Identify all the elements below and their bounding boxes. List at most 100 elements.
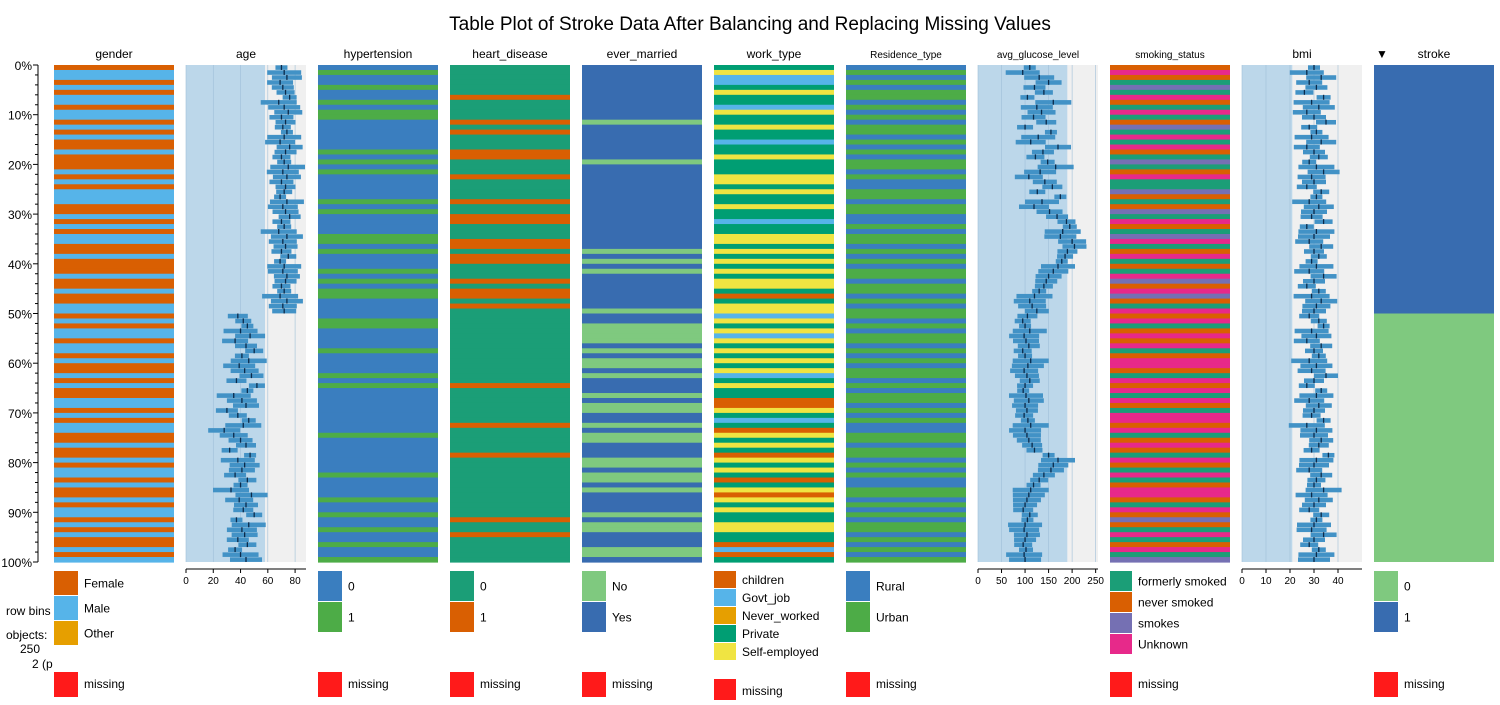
bin-smoking_status — [1110, 69, 1230, 76]
bin-work_type — [714, 278, 834, 285]
bin-Residence_type — [846, 258, 966, 265]
numeric-bg-light-bmi — [1292, 65, 1362, 562]
missing-label-smoking_status: missing — [1138, 677, 1179, 691]
bin-work_type — [714, 124, 834, 131]
bin-smoking_status — [1110, 79, 1230, 86]
bin-Residence_type — [846, 194, 966, 200]
bin-smoking_status — [1110, 189, 1230, 195]
bin-Residence_type — [846, 328, 966, 334]
bin-Residence_type — [846, 214, 966, 220]
bin-smoking_status — [1110, 154, 1230, 161]
bin-smoking_status — [1110, 214, 1230, 220]
bin-smoking_status — [1110, 179, 1230, 185]
legend-label-smoking_status: smokes — [1138, 617, 1179, 631]
bin-work_type — [714, 397, 834, 404]
bin-heart_disease — [450, 412, 570, 419]
bin-hypertension — [318, 79, 438, 86]
bin-hypertension — [318, 452, 438, 459]
bin-work_type — [714, 313, 834, 320]
bin-ever_married — [582, 149, 702, 156]
bin-Residence_type — [846, 313, 966, 320]
bin-hypertension — [318, 388, 438, 394]
bin-smoking_status — [1110, 119, 1230, 126]
legend-label-ever_married: Yes — [612, 611, 632, 625]
bin-ever_married — [582, 124, 702, 131]
bin-ever_married — [582, 204, 702, 210]
bin-hypertension — [318, 397, 438, 404]
bin-gender — [54, 343, 174, 349]
bin-heart_disease — [450, 293, 570, 300]
bin-gender — [54, 338, 174, 344]
legend-swatch-smoking_status — [1110, 634, 1132, 654]
bin-ever_married — [582, 224, 702, 230]
bin-work_type — [714, 303, 834, 310]
bin-hypertension — [318, 343, 438, 349]
legend-label-stroke: 1 — [1404, 611, 1411, 625]
bin-heart_disease — [450, 502, 570, 508]
bin-heart_disease — [450, 84, 570, 91]
bin-heart_disease — [450, 119, 570, 126]
column-header-stroke: stroke — [1418, 47, 1451, 61]
bin-hypertension — [318, 169, 438, 175]
bin-Residence_type — [846, 199, 966, 205]
bin-hypertension — [318, 298, 438, 305]
legend-swatch-ever_married — [582, 602, 606, 632]
bin-Residence_type — [846, 273, 966, 280]
bin-work_type — [714, 542, 834, 548]
bin-work_type — [714, 407, 834, 414]
bin-ever_married — [582, 238, 702, 245]
bin-gender — [54, 159, 174, 165]
bin-hypertension — [318, 119, 438, 126]
bin-gender — [54, 467, 174, 474]
bin-heart_disease — [450, 189, 570, 195]
bin-gender — [54, 134, 174, 141]
bin-Residence_type — [846, 348, 966, 354]
bin-Residence_type — [846, 353, 966, 359]
bin-work_type — [714, 149, 834, 156]
bin-work_type — [714, 462, 834, 469]
missing-label-Residence_type: missing — [876, 677, 917, 691]
bin-work_type — [714, 348, 834, 354]
bin-gender — [54, 507, 174, 513]
bin-heart_disease — [450, 199, 570, 205]
bin-gender — [54, 268, 174, 275]
bin-Residence_type — [846, 467, 966, 474]
bin-heart_disease — [450, 542, 570, 548]
legend-swatch-gender — [54, 596, 78, 620]
bin-heart_disease — [450, 417, 570, 424]
bin-heart_disease — [450, 139, 570, 146]
y-tick-label: 0% — [15, 59, 33, 73]
bin-gender — [54, 258, 174, 265]
bin-gender — [54, 119, 174, 126]
bin-hypertension — [318, 114, 438, 121]
bin-hypertension — [318, 537, 438, 543]
bin-smoking_status — [1110, 243, 1230, 250]
bin-hypertension — [318, 353, 438, 359]
bin-work_type — [714, 184, 834, 190]
bin-heart_disease — [450, 69, 570, 76]
bin-gender — [54, 388, 174, 394]
bin-Residence_type — [846, 412, 966, 419]
bin-heart_disease — [450, 99, 570, 106]
bin-gender — [54, 204, 174, 210]
bin-smoking_status — [1110, 258, 1230, 265]
legend-swatch-hypertension — [318, 571, 342, 601]
bin-Residence_type — [846, 462, 966, 469]
bin-smoking_status — [1110, 417, 1230, 424]
bin-heart_disease — [450, 194, 570, 200]
bin-work_type — [714, 447, 834, 454]
bin-work_type — [714, 472, 834, 479]
bin-gender — [54, 253, 174, 260]
bin-hypertension — [318, 273, 438, 280]
bin-gender — [54, 407, 174, 414]
bin-Residence_type — [846, 179, 966, 185]
bin-hypertension — [318, 84, 438, 91]
y-tick-label: 30% — [8, 208, 32, 222]
bin-heart_disease — [450, 537, 570, 543]
bin-smoking_status — [1110, 477, 1230, 484]
bin-hypertension — [318, 412, 438, 419]
column-header-heart_disease: heart_disease — [472, 47, 548, 61]
bin-gender — [54, 179, 174, 185]
bin-ever_married — [582, 89, 702, 96]
bin-smoking_status — [1110, 517, 1230, 523]
